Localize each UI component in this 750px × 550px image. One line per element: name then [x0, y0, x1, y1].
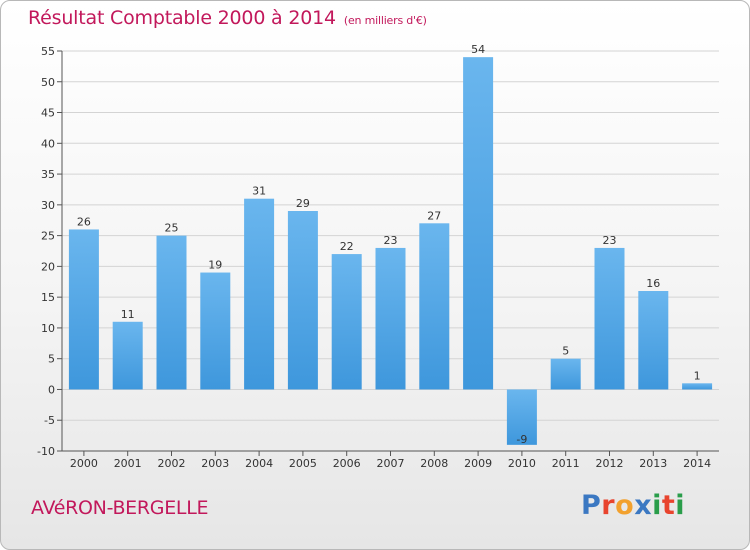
bar-2005: [287, 211, 318, 390]
bar-2012: [594, 247, 625, 390]
x-tick-label: 2007: [377, 457, 405, 470]
bar-2013: [638, 291, 669, 390]
x-tick-label: 2000: [70, 457, 98, 470]
data-label: 5: [562, 345, 569, 358]
y-tick-label: 15: [41, 291, 55, 304]
y-tick-label: 20: [41, 260, 55, 273]
bars: [68, 57, 713, 445]
bar-2010: [506, 389, 537, 445]
logo-letter: x: [634, 490, 653, 521]
logo-letter: P: [581, 490, 602, 521]
y-tick-label: 35: [41, 168, 55, 181]
data-label: 1: [694, 369, 701, 382]
bar-2014: [682, 383, 713, 390]
data-label: 22: [340, 240, 354, 253]
bar-2004: [244, 198, 275, 390]
y-tick-label: 40: [41, 137, 55, 150]
bar-2006: [331, 254, 362, 390]
commune-name: AVéRON-BERGELLE: [31, 497, 209, 519]
data-label: 31: [252, 185, 266, 198]
bar-2007: [375, 247, 406, 390]
data-label: 54: [471, 43, 485, 56]
x-tick-label: 2013: [639, 457, 667, 470]
y-tick-label: 10: [41, 322, 55, 335]
x-tick-label: 2002: [158, 457, 186, 470]
unit-note: (en milliers d'€): [343, 14, 427, 27]
x-tick-label: 2009: [464, 457, 492, 470]
y-tick-label: 45: [41, 107, 55, 120]
value-labels: 26 11 25 19 31 29 22 23 27 54 -9 5 23 16 1: [77, 43, 701, 446]
data-label: 19: [208, 259, 222, 272]
logo-letter: t: [661, 490, 676, 521]
x-tick-label: 2014: [683, 457, 711, 470]
logo-letter: i: [675, 490, 686, 521]
y-tick-label: 30: [41, 199, 55, 212]
x-tick-label: 2005: [289, 457, 317, 470]
bar-2002: [156, 235, 187, 390]
y-tick-label: 0: [48, 383, 55, 396]
logo-letter: o: [615, 490, 635, 521]
x-tick-label: 2011: [552, 457, 580, 470]
data-label: 23: [603, 234, 617, 247]
data-label: 25: [165, 222, 179, 235]
x-tick-label: 2003: [201, 457, 229, 470]
data-label: 16: [646, 277, 660, 290]
x-tick-label: 2001: [114, 457, 142, 470]
x-tick-label: 2012: [596, 457, 624, 470]
data-label: -9: [516, 433, 527, 446]
x-tick-label: 2006: [333, 457, 361, 470]
x-tick-label: 2004: [245, 457, 273, 470]
y-tick-label: 50: [41, 76, 55, 89]
x-tick-label: 2008: [420, 457, 448, 470]
data-label: 26: [77, 215, 91, 228]
y-tick-label: 25: [41, 230, 55, 243]
x-tick-label: 2010: [508, 457, 536, 470]
chart-title: Résultat Comptable 2000 à 2014 (en millie…: [28, 7, 427, 29]
y-tick-label: -10: [37, 445, 55, 458]
y-tick-label: 5: [48, 353, 55, 366]
y-tick-label: 55: [41, 45, 55, 58]
bar-2011: [550, 358, 581, 390]
data-label: 27: [427, 209, 441, 222]
y-tick-label: -5: [44, 414, 55, 427]
logo-letter: r: [601, 490, 616, 521]
data-label: 23: [384, 234, 398, 247]
bar-2001: [112, 321, 143, 390]
data-label: 29: [296, 197, 310, 210]
bar-2008: [419, 223, 450, 390]
data-label: 11: [121, 308, 135, 321]
proxiti-logo: Proxiti: [581, 490, 685, 521]
logo-letter: i: [652, 490, 662, 521]
bar-2003: [200, 272, 231, 390]
chart-title-text: Résultat Comptable 2000 à 2014: [28, 7, 336, 29]
bar-2009: [463, 57, 494, 390]
bar-2000: [68, 229, 99, 390]
